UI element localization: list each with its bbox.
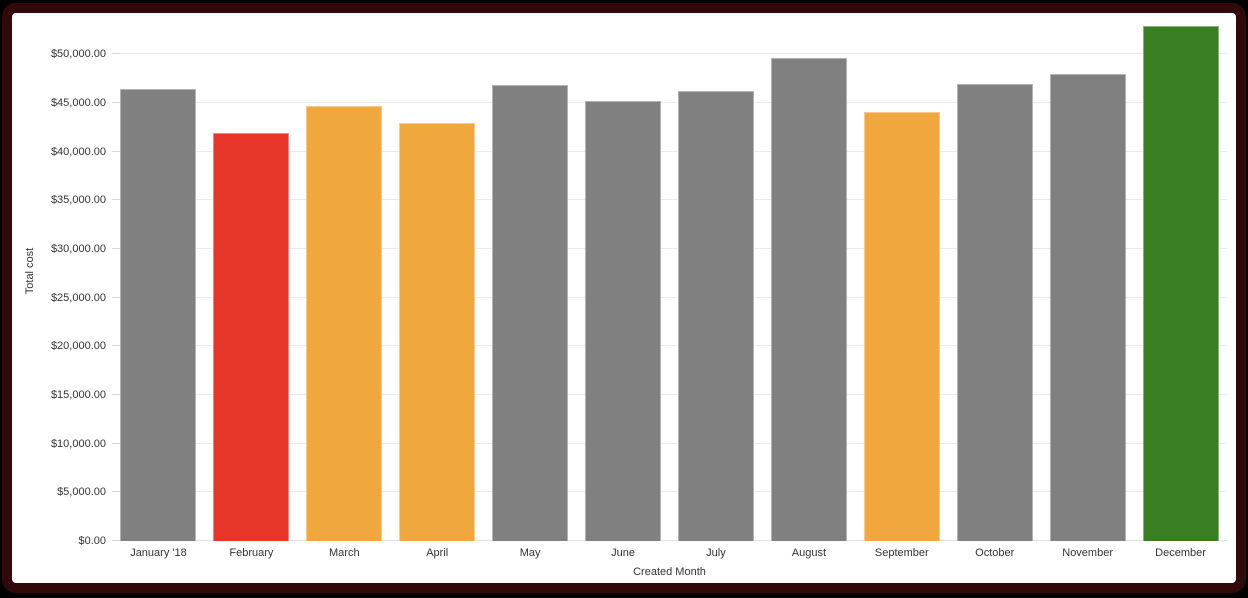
bar-april[interactable] xyxy=(399,122,476,541)
bar-may[interactable] xyxy=(492,85,569,541)
bar-september[interactable] xyxy=(863,112,940,541)
y-axis-tick-label: $20,000.00 xyxy=(50,340,106,353)
bar-october[interactable] xyxy=(956,83,1033,541)
y-axis-tick-label: $5,000.00 xyxy=(57,486,106,499)
x-axis-tick-label: September xyxy=(874,547,929,559)
x-axis-tick-label: July xyxy=(706,547,726,559)
y-axis-tick xyxy=(112,540,120,541)
plot-area xyxy=(112,23,1227,541)
gridline xyxy=(112,150,1227,152)
bar-june[interactable] xyxy=(585,100,662,541)
y-axis-tick-label: $35,000.00 xyxy=(50,194,106,207)
x-axis-tick-label: October xyxy=(975,547,1015,559)
y-axis-tick xyxy=(112,345,120,347)
screenshot-frame: Total cost $0.00 $5,000.00 $10,000.00 $15,0… xyxy=(2,3,1246,593)
y-axis-tick-label: $25,000.00 xyxy=(50,291,106,304)
bar-july[interactable] xyxy=(677,90,754,541)
y-axis-tick xyxy=(112,393,120,395)
x-axis-tick-label: April xyxy=(426,547,449,559)
y-axis-tick xyxy=(112,150,120,152)
y-axis-tick xyxy=(112,491,120,493)
y-axis-tick-label: $0.00 xyxy=(78,535,106,547)
gridline xyxy=(112,101,1227,103)
gridline xyxy=(112,491,1227,493)
y-axis-labels: $0.00 $5,000.00 $10,000.00 $15,000.00 $20,00… xyxy=(12,23,106,547)
x-axis-tick-label: August xyxy=(791,547,826,559)
bar-december[interactable] xyxy=(1142,26,1219,541)
x-axis-tick-label: November xyxy=(1062,547,1113,559)
x-axis-tick-label: December xyxy=(1155,547,1206,559)
bar-february[interactable] xyxy=(213,133,290,541)
y-axis-tick xyxy=(112,199,120,201)
bar-january-18[interactable] xyxy=(120,89,197,541)
y-axis-tick-label: $45,000.00 xyxy=(50,96,106,109)
gridline xyxy=(112,296,1227,298)
y-axis-tick-label: $10,000.00 xyxy=(50,437,106,450)
gridline xyxy=(112,247,1227,249)
y-axis-tick-label: $40,000.00 xyxy=(50,145,106,158)
x-axis-labels: January '18 February March April May June July… xyxy=(112,547,1227,563)
bar-march[interactable] xyxy=(306,106,383,541)
x-axis-title: Created Month xyxy=(633,566,706,578)
y-axis-tick-label: $50,000.00 xyxy=(50,48,106,61)
y-axis-tick xyxy=(112,101,120,103)
x-axis-tick-label: March xyxy=(329,547,360,559)
gridline xyxy=(112,442,1227,444)
x-axis-tick-label: May xyxy=(519,547,541,559)
y-axis-tick xyxy=(112,247,120,249)
gridline xyxy=(112,345,1227,347)
gridline xyxy=(112,393,1227,395)
x-axis-tick-label: June xyxy=(611,547,635,559)
x-axis-tick-label: January '18 xyxy=(130,547,187,559)
y-axis-tick-label: $15,000.00 xyxy=(50,388,106,401)
bar-august[interactable] xyxy=(770,57,847,541)
y-axis-tick xyxy=(112,53,120,55)
chart-card: Total cost $0.00 $5,000.00 $10,000.00 $15,0… xyxy=(12,13,1236,583)
bar-november[interactable] xyxy=(1049,73,1126,541)
gridline xyxy=(112,199,1227,201)
y-axis-tick xyxy=(112,296,120,298)
y-axis-tick-label: $30,000.00 xyxy=(50,242,106,255)
y-axis-tick xyxy=(112,442,120,444)
gridline xyxy=(112,53,1227,55)
x-axis-tick-label: February xyxy=(229,547,274,559)
gridline xyxy=(112,540,1227,541)
